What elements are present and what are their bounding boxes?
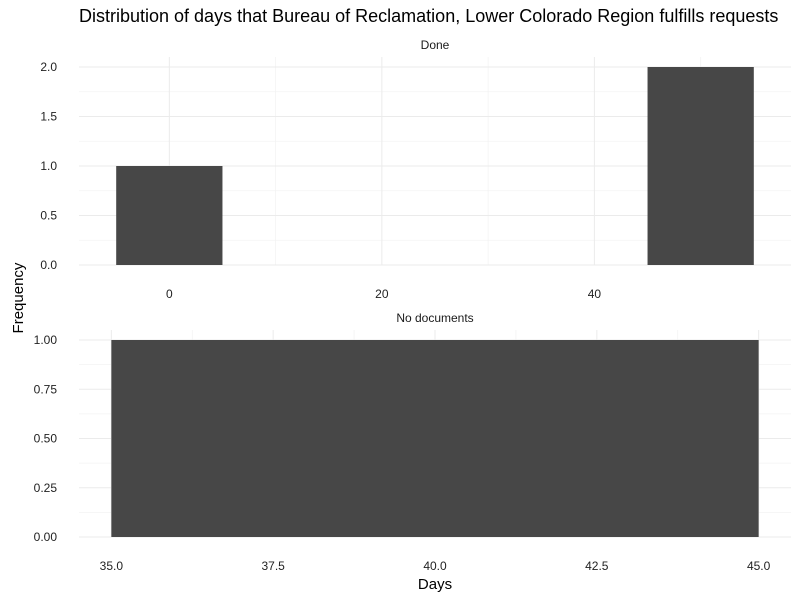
y-tick-label: 0.75 [34, 382, 58, 396]
y-tick-label: 1.00 [34, 333, 58, 347]
x-tick-label: 40.0 [423, 559, 447, 573]
histogram-bar [647, 67, 754, 265]
y-axis-title: Frequency [10, 262, 27, 333]
y-tick-label: 1.5 [40, 110, 57, 124]
x-tick-label: 45.0 [747, 559, 771, 573]
y-tick-label: 0.50 [34, 432, 58, 446]
histogram-bar [111, 340, 759, 537]
facet-strip-label: No documents [396, 311, 473, 325]
chart-title: Distribution of days that Bureau of Recl… [79, 6, 779, 26]
x-axis-title: Days [418, 576, 452, 593]
y-tick-label: 0.0 [40, 258, 57, 272]
y-tick-label: 0.00 [34, 530, 58, 544]
x-tick-label: 0 [166, 287, 173, 301]
y-tick-label: 2.0 [40, 60, 57, 74]
x-tick-label: 40 [588, 287, 602, 301]
facet-strip-label: Done [421, 38, 450, 52]
x-tick-label: 35.0 [100, 559, 124, 573]
x-tick-label: 20 [375, 287, 389, 301]
y-tick-label: 0.5 [40, 209, 57, 223]
panel-no-documents: No documents 0.00 0.25 0.50 0.75 1.00 35.0 37.5… [34, 311, 791, 573]
y-tick-label: 1.0 [40, 159, 57, 173]
y-tick-label: 0.25 [34, 481, 58, 495]
panel-done: Done 0.0 0.5 1.0 1.5 2.0 0 20 40 [40, 38, 791, 301]
x-tick-label: 37.5 [262, 559, 286, 573]
x-tick-label: 42.5 [585, 559, 609, 573]
histogram-bar [116, 166, 223, 265]
